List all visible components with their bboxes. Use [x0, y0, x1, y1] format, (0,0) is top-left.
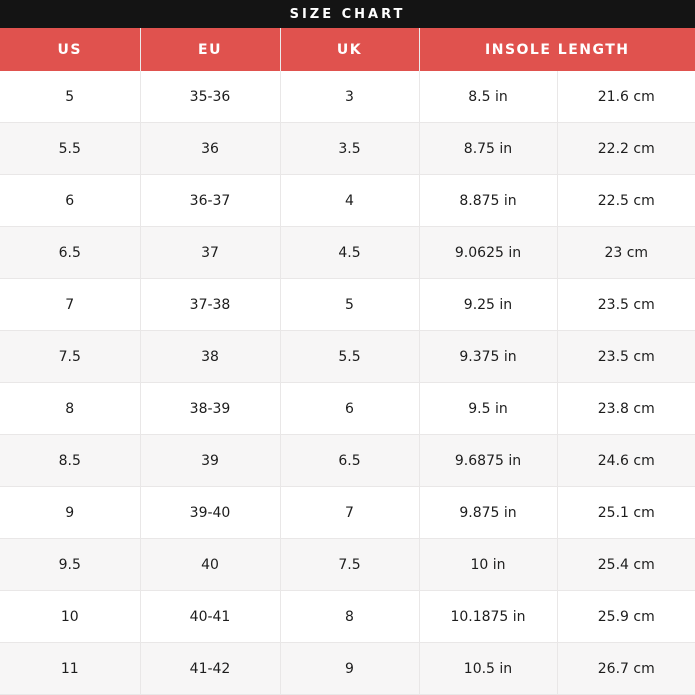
- cell-eu: 40-41: [140, 590, 281, 643]
- cell-uk: 3: [280, 71, 420, 123]
- page-title: SIZE CHART: [289, 6, 406, 22]
- cell-insole-inch: 9.5 in: [419, 382, 558, 435]
- cell-us: 9: [0, 486, 141, 539]
- cell-us: 8: [0, 382, 141, 435]
- table-header-row: US EU UK INSOLE LENGTH: [0, 28, 695, 71]
- cell-insole-inch: 9.6875 in: [419, 434, 558, 487]
- cell-insole-cm: 23 cm: [557, 226, 695, 279]
- cell-eu: 39: [140, 434, 281, 487]
- cell-us: 8.5: [0, 434, 141, 487]
- cell-insole-cm: 26.7 cm: [557, 642, 695, 695]
- cell-eu: 37-38: [140, 278, 281, 331]
- cell-eu: 40: [140, 538, 281, 591]
- column-header-insole-length: INSOLE LENGTH: [419, 28, 695, 71]
- table-row: 8 38-39 6 9.5 in 23.8 cm: [0, 382, 695, 435]
- cell-uk: 4.5: [280, 226, 420, 279]
- table-row: 8.5 39 6.5 9.6875 in 24.6 cm: [0, 434, 695, 487]
- cell-eu: 38: [140, 330, 281, 383]
- cell-insole-inch: 9.875 in: [419, 486, 558, 539]
- cell-us: 11: [0, 642, 141, 695]
- cell-insole-cm: 22.2 cm: [557, 122, 695, 175]
- cell-us: 9.5: [0, 538, 141, 591]
- cell-eu: 37: [140, 226, 281, 279]
- cell-uk: 6.5: [280, 434, 420, 487]
- cell-insole-cm: 25.1 cm: [557, 486, 695, 539]
- cell-insole-cm: 25.4 cm: [557, 538, 695, 591]
- cell-insole-inch: 10 in: [419, 538, 558, 591]
- cell-uk: 5: [280, 278, 420, 331]
- cell-us: 10: [0, 590, 141, 643]
- cell-eu: 38-39: [140, 382, 281, 435]
- table-header: US EU UK INSOLE LENGTH: [0, 28, 695, 71]
- cell-uk: 8: [280, 590, 420, 643]
- cell-eu: 36: [140, 122, 281, 175]
- cell-insole-cm: 21.6 cm: [557, 71, 695, 123]
- cell-eu: 36-37: [140, 174, 281, 227]
- cell-us: 6.5: [0, 226, 141, 279]
- cell-insole-inch: 9.0625 in: [419, 226, 558, 279]
- table-body: 5 35-36 3 8.5 in 21.6 cm 5.5 36 3.5 8.75 in 22.2 …: [0, 71, 695, 695]
- cell-insole-inch: 8.75 in: [419, 122, 558, 175]
- cell-us: 6: [0, 174, 141, 227]
- cell-us: 7: [0, 278, 141, 331]
- column-header-us: US: [0, 28, 141, 71]
- table-row: 9 39-40 7 9.875 in 25.1 cm: [0, 486, 695, 539]
- cell-eu: 35-36: [140, 71, 281, 123]
- column-header-eu: EU: [140, 28, 281, 71]
- table-row: 5.5 36 3.5 8.75 in 22.2 cm: [0, 122, 695, 175]
- table-row: 11 41-42 9 10.5 in 26.7 cm: [0, 642, 695, 695]
- cell-uk: 7: [280, 486, 420, 539]
- table-row: 7 37-38 5 9.25 in 23.5 cm: [0, 278, 695, 331]
- cell-uk: 3.5: [280, 122, 420, 175]
- column-header-uk: UK: [280, 28, 420, 71]
- cell-uk: 9: [280, 642, 420, 695]
- table-row: 7.5 38 5.5 9.375 in 23.5 cm: [0, 330, 695, 383]
- cell-insole-inch: 10.5 in: [419, 642, 558, 695]
- table-row: 5 35-36 3 8.5 in 21.6 cm: [0, 71, 695, 123]
- cell-eu: 39-40: [140, 486, 281, 539]
- cell-insole-cm: 25.9 cm: [557, 590, 695, 643]
- cell-insole-cm: 24.6 cm: [557, 434, 695, 487]
- cell-insole-inch: 8.5 in: [419, 71, 558, 123]
- cell-insole-inch: 10.1875 in: [419, 590, 558, 643]
- table-row: 6 36-37 4 8.875 in 22.5 cm: [0, 174, 695, 227]
- cell-uk: 6: [280, 382, 420, 435]
- cell-insole-cm: 23.5 cm: [557, 330, 695, 383]
- cell-insole-inch: 9.375 in: [419, 330, 558, 383]
- table-row: 6.5 37 4.5 9.0625 in 23 cm: [0, 226, 695, 279]
- cell-uk: 4: [280, 174, 420, 227]
- cell-us: 5: [0, 71, 141, 123]
- cell-insole-cm: 23.5 cm: [557, 278, 695, 331]
- cell-uk: 7.5: [280, 538, 420, 591]
- cell-insole-cm: 22.5 cm: [557, 174, 695, 227]
- cell-us: 5.5: [0, 122, 141, 175]
- table-row: 9.5 40 7.5 10 in 25.4 cm: [0, 538, 695, 591]
- cell-insole-cm: 23.8 cm: [557, 382, 695, 435]
- cell-uk: 5.5: [280, 330, 420, 383]
- chart-title-bar: SIZE CHART: [0, 0, 695, 28]
- cell-eu: 41-42: [140, 642, 281, 695]
- cell-us: 7.5: [0, 330, 141, 383]
- cell-insole-inch: 8.875 in: [419, 174, 558, 227]
- cell-insole-inch: 9.25 in: [419, 278, 558, 331]
- table-row: 10 40-41 8 10.1875 in 25.9 cm: [0, 590, 695, 643]
- size-chart-table: US EU UK INSOLE LENGTH 5 35-36 3 8.5 in 21.6…: [0, 28, 695, 695]
